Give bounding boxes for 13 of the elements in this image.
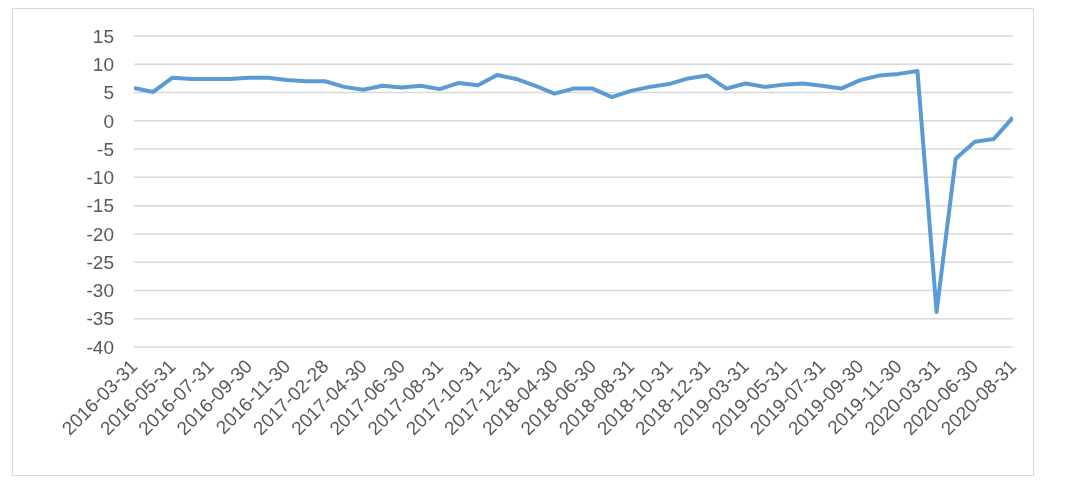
line-series xyxy=(134,69,1013,314)
y-tick-label: -35 xyxy=(86,308,114,330)
y-tick-label: -20 xyxy=(86,223,114,245)
y-tick-label: -40 xyxy=(86,336,114,358)
y-tick-label: 5 xyxy=(103,82,114,104)
y-tick-label: 10 xyxy=(92,54,114,76)
y-tick-label: 15 xyxy=(92,25,114,47)
y-tick-label: -5 xyxy=(97,138,114,160)
y-tick-label: 0 xyxy=(103,110,114,132)
y-tick-label: -10 xyxy=(86,167,114,189)
y-tick-label: -15 xyxy=(86,195,114,217)
y-tick-label: -30 xyxy=(86,280,114,302)
y-tick-label: -25 xyxy=(86,251,114,273)
